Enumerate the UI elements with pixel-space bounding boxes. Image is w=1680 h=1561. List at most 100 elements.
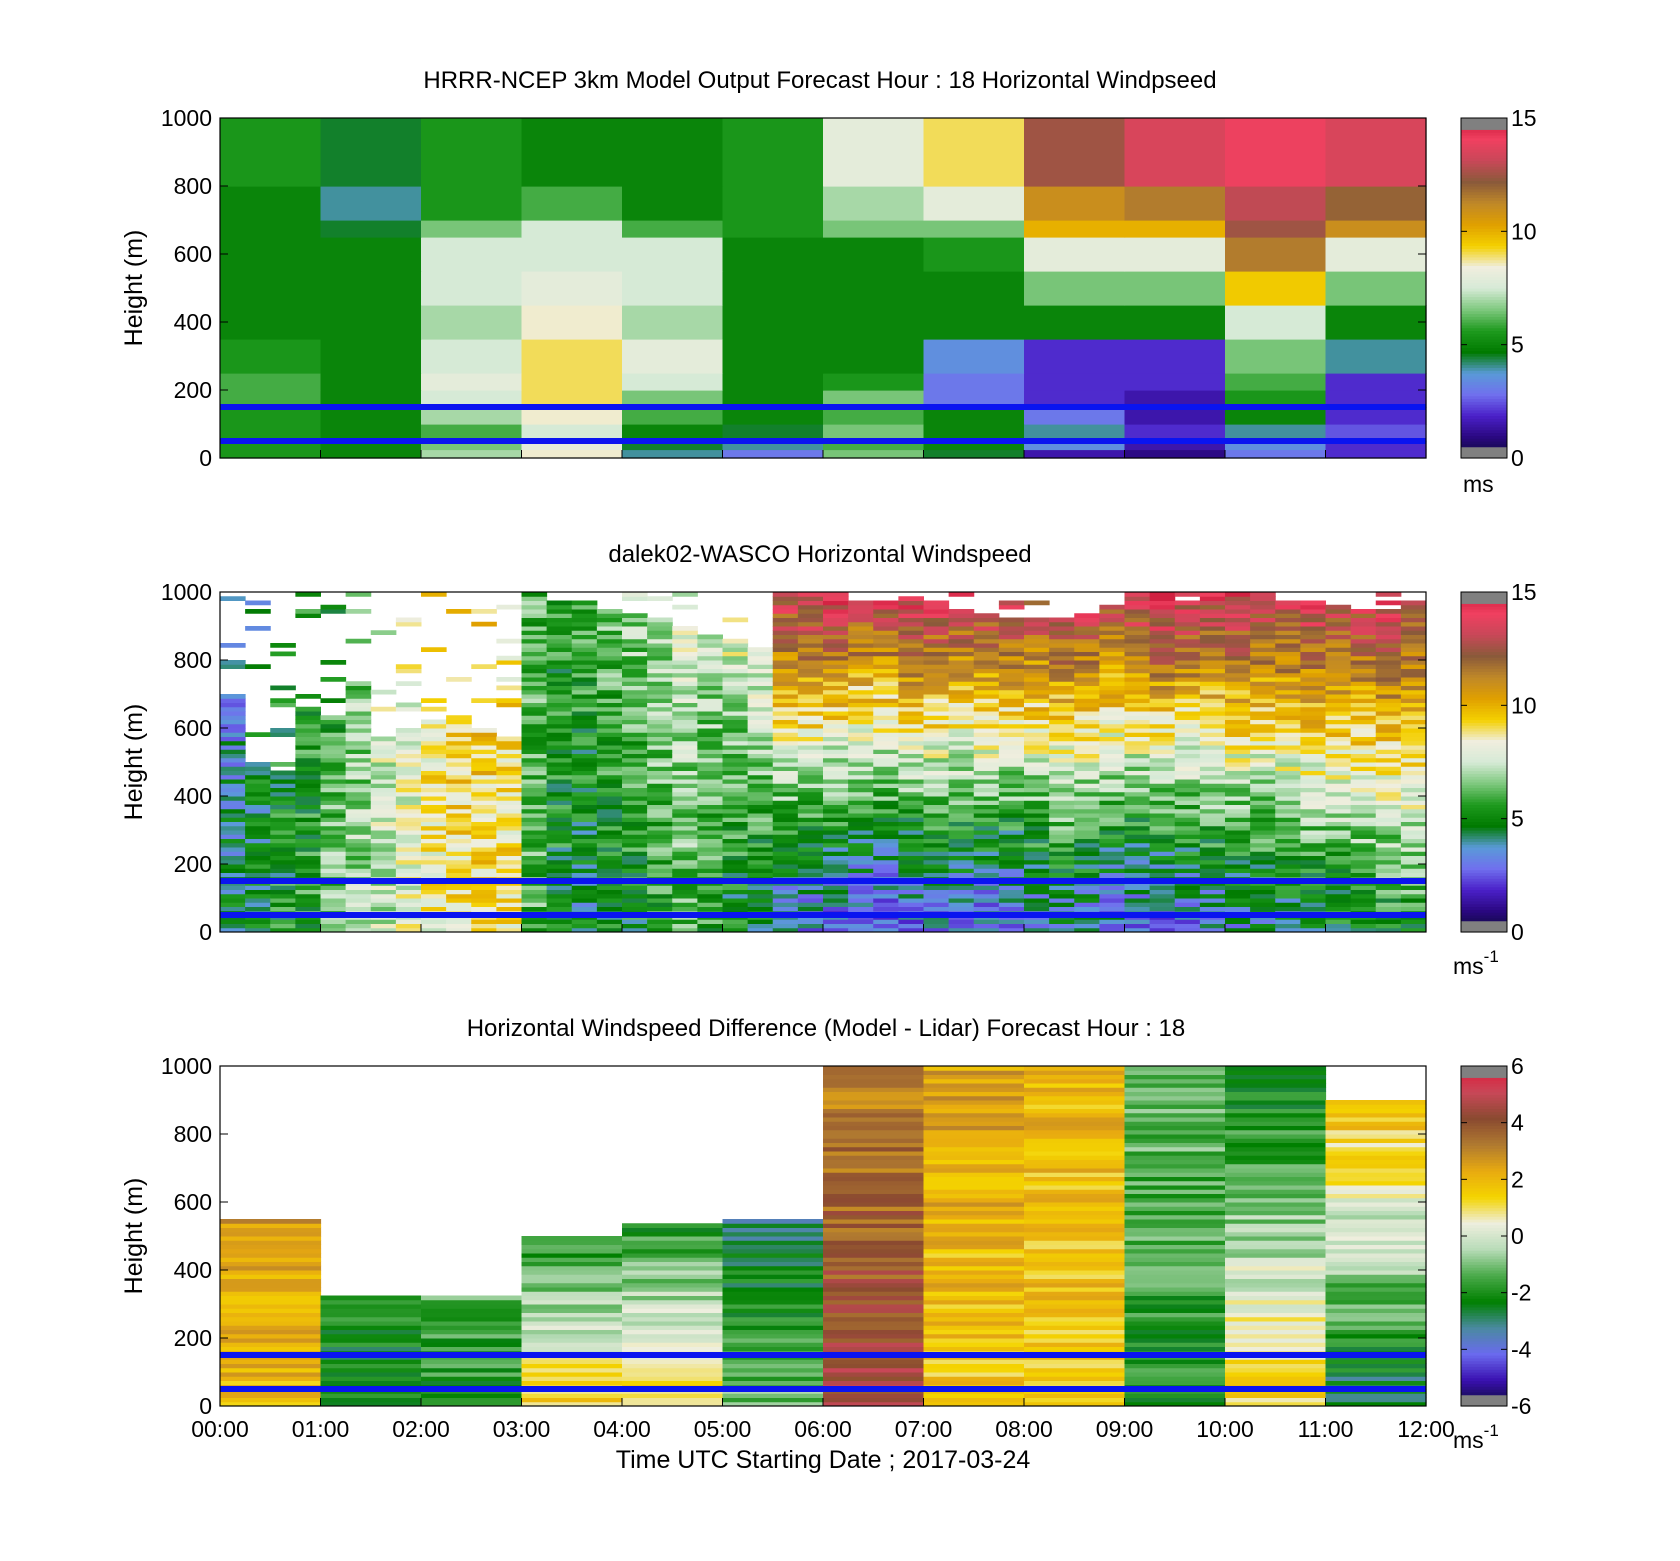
- lidar-cell: [1225, 821, 1251, 827]
- lidar-cell: [1049, 740, 1075, 746]
- lidar-cell: [697, 923, 723, 929]
- lidar-cell: [1325, 774, 1352, 780]
- lidar-cell: [1174, 889, 1201, 895]
- lidar-cell: [898, 740, 924, 746]
- difference-cell: [722, 1244, 824, 1250]
- lidar-cell: [898, 689, 924, 695]
- lidar-cell: [848, 617, 874, 623]
- lidar-cell: [697, 770, 723, 776]
- lidar-cell: [270, 817, 296, 822]
- lidar-cell: [823, 677, 849, 682]
- difference-cell: [622, 1367, 724, 1373]
- difference-cell: [1024, 1359, 1126, 1364]
- difference-cell: [1124, 1359, 1226, 1364]
- difference-cell: [421, 1308, 523, 1313]
- lidar-cell: [1149, 596, 1176, 601]
- difference-cell: [421, 1338, 523, 1343]
- lidar-cell: [1225, 719, 1251, 725]
- lidar-cell: [446, 762, 472, 767]
- lidar-cell: [1049, 834, 1075, 839]
- lidar-cell: [220, 847, 246, 852]
- lidar-cell: [1275, 791, 1301, 797]
- lidar-cell: [797, 613, 824, 618]
- colorbar-swatch: [1461, 285, 1507, 289]
- lidar-cell: [898, 868, 924, 873]
- lidar-cell: [772, 728, 799, 733]
- lidar-cell: [898, 715, 924, 720]
- lidar-cell: [622, 791, 648, 797]
- difference-cell: [1124, 1087, 1226, 1092]
- lidar-cell: [722, 864, 749, 869]
- difference-cell: [722, 1265, 824, 1271]
- lidar-cell: [873, 698, 899, 703]
- lidar-cell: [898, 672, 924, 678]
- lidar-cell: [571, 923, 598, 929]
- lidar-cell: [370, 838, 397, 844]
- lidar-cell: [747, 872, 774, 878]
- lidar-cell: [1400, 859, 1427, 865]
- lidar-cell: [873, 842, 899, 848]
- difference-cell: [1225, 1316, 1327, 1322]
- colorbar-swatch: [1461, 756, 1507, 760]
- lidar-cell: [873, 677, 899, 682]
- difference-cell: [622, 1274, 724, 1279]
- lidar-cell: [421, 770, 447, 776]
- lidar-cell: [1275, 732, 1301, 737]
- lidar-cell: [1174, 604, 1201, 610]
- lidar-cell: [1375, 859, 1402, 865]
- lidar-cell: [295, 791, 321, 797]
- lidar-cell: [1199, 643, 1226, 648]
- lidar-cell: [1024, 783, 1050, 788]
- model-cell: [220, 424, 322, 442]
- lidar-cell: [823, 893, 849, 899]
- lidar-cell: [772, 762, 799, 767]
- lidar-cell: [1400, 604, 1427, 610]
- lidar-cell: [848, 702, 874, 708]
- lidar-cell: [672, 838, 698, 844]
- lidar-cell: [521, 804, 548, 810]
- lidar-cell: [747, 694, 774, 699]
- lidar-cell: [848, 885, 874, 890]
- lidar-cell: [1350, 740, 1377, 746]
- difference-cell: [220, 1248, 322, 1254]
- y-tick-label: 0: [199, 919, 212, 945]
- lidar-cell: [546, 600, 573, 606]
- lidar-cell: [521, 774, 548, 780]
- lidar-cell: [998, 647, 1025, 652]
- lidar-cell: [622, 702, 648, 708]
- difference-cell: [1024, 1346, 1126, 1352]
- lidar-cell: [1225, 655, 1251, 661]
- lidar-cell: [1199, 800, 1226, 805]
- lidar-cell: [295, 736, 321, 742]
- lidar-cell: [998, 804, 1025, 810]
- lidar-cell: [1375, 728, 1402, 733]
- lidar-cell: [1024, 817, 1050, 822]
- lidar-cell: [772, 753, 799, 759]
- lidar-cell: [1049, 672, 1075, 678]
- lidar-cell: [973, 643, 1000, 648]
- lidar-cell: [1149, 715, 1176, 720]
- lidar-cell: [722, 898, 749, 903]
- lidar-cell: [948, 855, 975, 861]
- lidar-cell: [1174, 919, 1201, 924]
- lidar-cell: [496, 893, 522, 899]
- difference-cell: [1124, 1372, 1226, 1377]
- lidar-cell: [521, 604, 548, 610]
- lidar-cell: [270, 787, 296, 793]
- lidar-cell: [1300, 770, 1326, 776]
- lidar-cell: [571, 689, 598, 695]
- lidar-cell: [345, 885, 372, 890]
- difference-cell: [1225, 1091, 1327, 1097]
- lidar-cell: [647, 885, 673, 890]
- colorbar-swatch: [1461, 143, 1507, 147]
- lidar-cell: [898, 885, 924, 890]
- lidar-cell: [1275, 647, 1301, 652]
- lidar-cell: [1074, 706, 1100, 712]
- lidar-cell: [1174, 783, 1201, 788]
- lidar-cell: [1174, 774, 1201, 780]
- lidar-cell: [1024, 889, 1050, 895]
- lidar-cell: [596, 638, 623, 644]
- lidar-cell: [1099, 766, 1125, 771]
- colorbar-swatch: [1461, 915, 1507, 919]
- lidar-cell: [1400, 600, 1427, 606]
